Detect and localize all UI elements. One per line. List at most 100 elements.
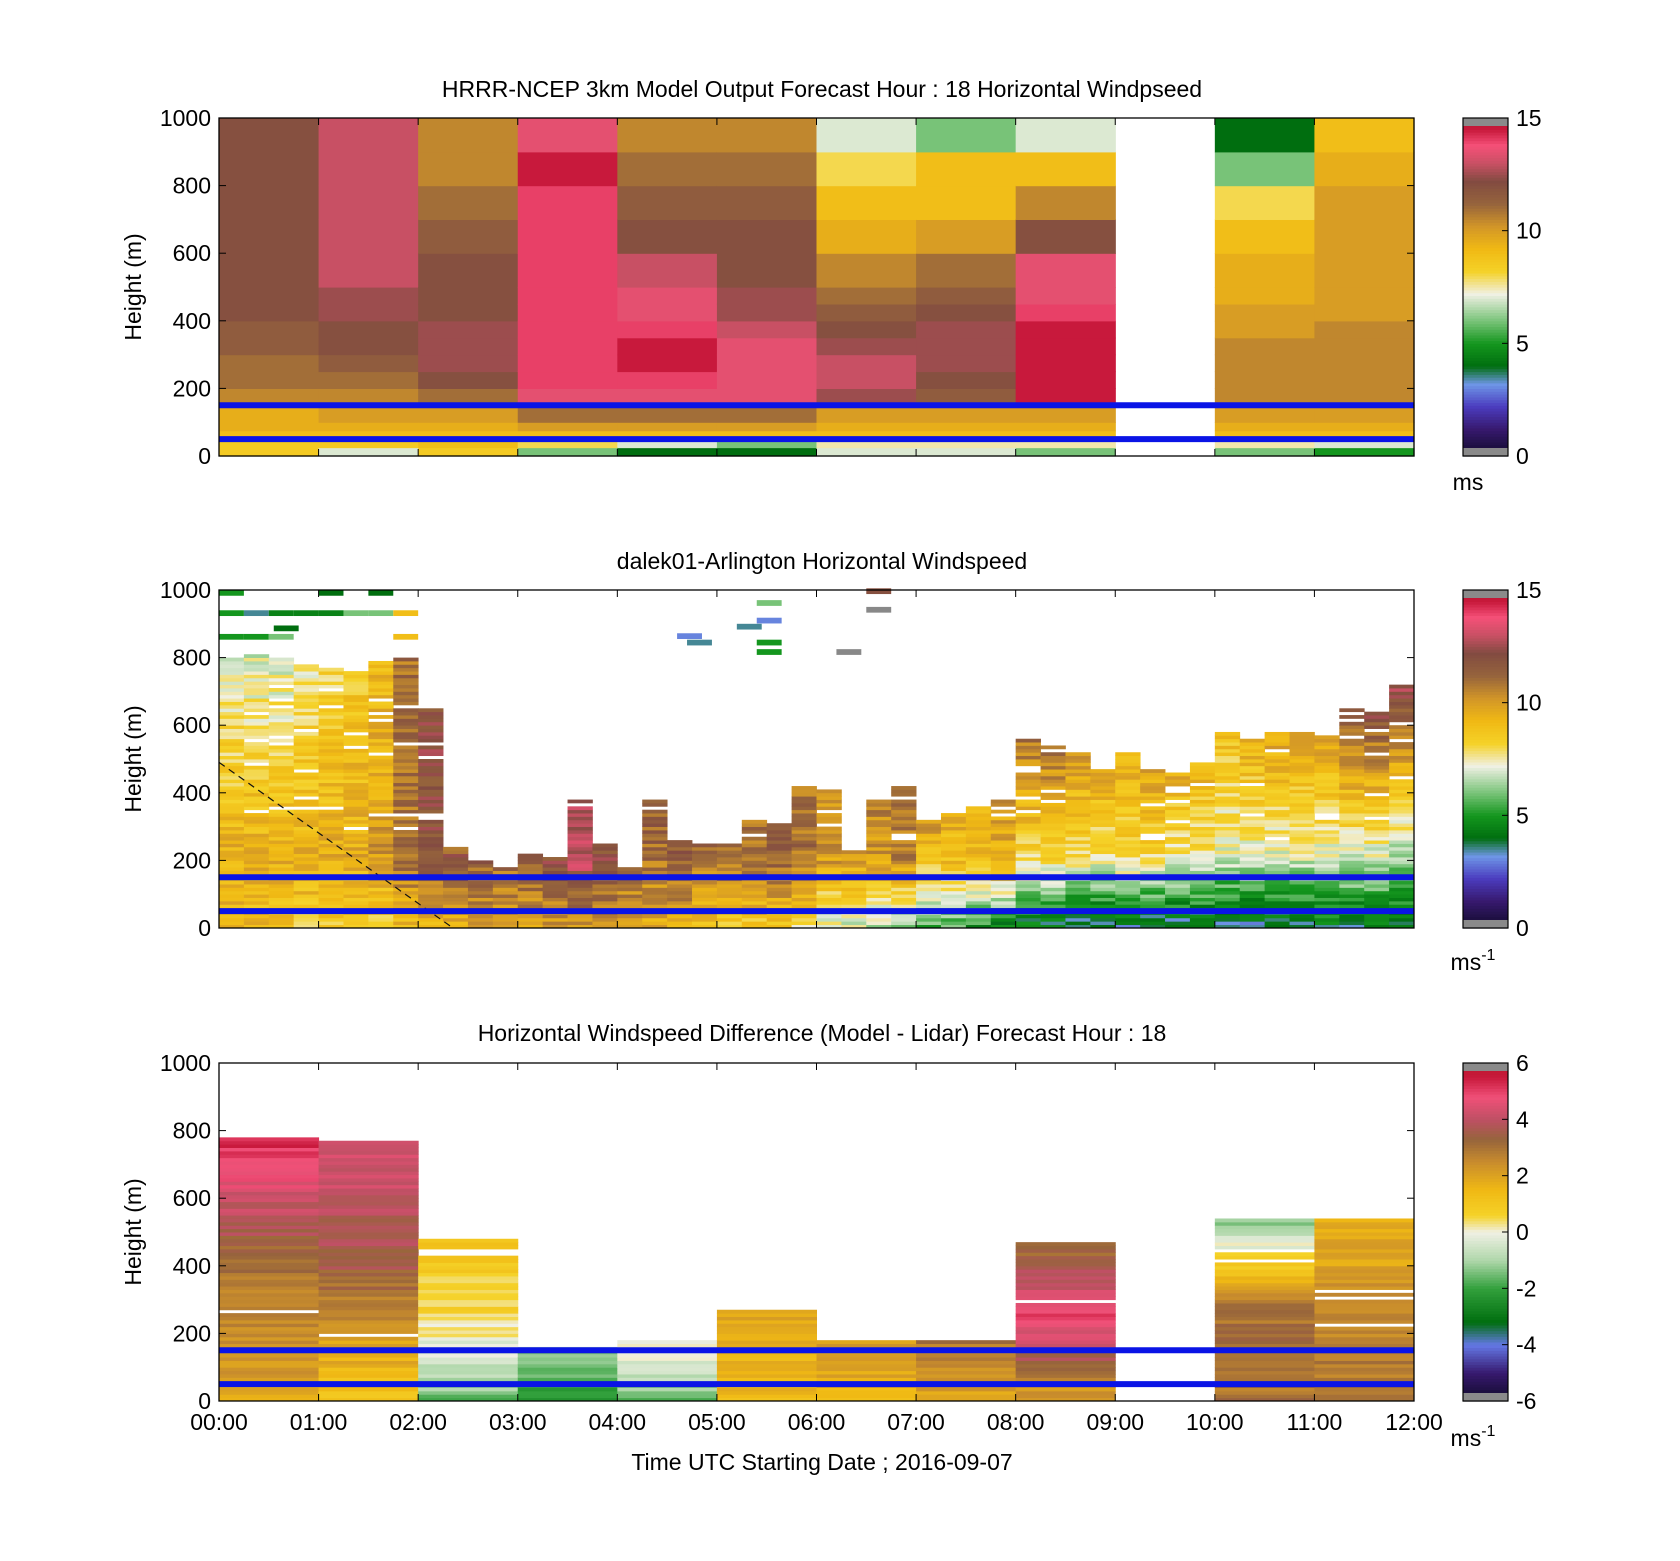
heatmap-cell (1015, 894, 1041, 898)
heatmap-cell (1165, 813, 1191, 817)
heatmap-cell (617, 253, 718, 288)
heatmap-cell (517, 219, 618, 254)
heatmap-cell (1115, 900, 1141, 905)
heatmap-cell (467, 887, 494, 892)
heatmap-cell (293, 857, 319, 861)
heatmap-cell (916, 880, 942, 885)
colorbar-swatch (1463, 340, 1508, 344)
heatmap-cell (443, 884, 469, 888)
heatmap-cell (1314, 1377, 1415, 1382)
heatmap-cell (343, 904, 369, 909)
heatmap-cell (1214, 1309, 1315, 1314)
heatmap-cell (368, 691, 394, 696)
colorbar-swatch (1463, 1215, 1508, 1219)
y-tick-label: 1000 (160, 1050, 211, 1076)
heatmap-cell (268, 715, 295, 719)
heatmap-cell (791, 914, 817, 919)
heatmap-cell (916, 887, 942, 892)
colorbar-swatch (1463, 1282, 1508, 1287)
heatmap-cell (219, 691, 245, 696)
y-tick-label: 400 (173, 1253, 211, 1279)
heatmap-cell (393, 755, 419, 760)
heatmap-cell (343, 769, 369, 773)
heatmap-cell (1065, 782, 1091, 787)
heatmap-cell (243, 745, 270, 750)
heatmap-cell (1015, 1340, 1116, 1345)
colorbar-swatch (1463, 682, 1508, 687)
heatmap-cell (1389, 765, 1415, 770)
colorbar-swatch (1463, 323, 1508, 328)
heatmap-cell (990, 816, 1017, 821)
colorbar-swatch (1463, 1271, 1508, 1275)
heatmap-cell (1040, 823, 1066, 827)
heatmap-cell (1065, 846, 1091, 851)
heatmap-cell (816, 320, 917, 339)
heatmap-cell (990, 809, 1017, 814)
heatmap-cell (418, 118, 519, 153)
heatmap-cell (1214, 823, 1241, 827)
heatmap-cell (642, 890, 668, 895)
heatmap-cell (816, 884, 842, 888)
heatmap-cell (1140, 779, 1166, 784)
colorbar-swatch (1463, 239, 1508, 243)
heatmap-cell (1264, 735, 1290, 740)
heatmap-cell (393, 860, 419, 865)
heatmap-cell (393, 657, 419, 662)
heatmap-cell (1140, 860, 1166, 865)
heatmap-cell (1289, 745, 1315, 750)
colorbar-swatch (1463, 250, 1508, 254)
heatmap-cell (1189, 772, 1216, 777)
heatmap-cell (791, 796, 817, 800)
colorbar-swatch (1463, 1079, 1508, 1084)
heatmap-cell (866, 840, 892, 844)
heatmap-cell (1090, 917, 1116, 922)
heatmap-cell (318, 752, 344, 757)
heatmap-cell (1339, 826, 1365, 831)
heatmap-cell (318, 850, 344, 855)
heatmap-cell (841, 880, 867, 885)
heatmap-cell (393, 701, 419, 706)
heatmap-cell (1314, 829, 1340, 834)
heatmap-cell (1364, 884, 1390, 888)
heatmap-cell (1214, 1373, 1315, 1378)
heatmap-cell (1115, 867, 1141, 871)
heatmap-cell (816, 430, 917, 440)
colorbar-swatch (1463, 182, 1508, 187)
heatmap-cell (642, 799, 668, 804)
heatmap-cell (1015, 775, 1041, 780)
heatmap-cell (642, 823, 668, 827)
heatmap-cell (1214, 1242, 1315, 1247)
heatmap-cell (866, 843, 892, 848)
heatmap-cell (916, 422, 1017, 432)
heatmap-cell (1214, 1299, 1315, 1304)
colorbar-swatch (1463, 635, 1508, 639)
heatmap-cell (219, 752, 245, 757)
heatmap-cell (965, 833, 992, 838)
heatmap-cell (841, 890, 867, 895)
heatmap-cell (517, 253, 618, 288)
colorbar-swatch (1463, 205, 1508, 209)
heatmap-cell (268, 701, 295, 706)
heatmap-cell (1239, 829, 1266, 834)
heatmap-cell (1115, 857, 1141, 861)
heatmap-cell (318, 320, 419, 339)
heatmap-cell (1289, 887, 1315, 892)
heatmap-cell (243, 718, 270, 723)
heatmap-cell (1314, 799, 1340, 804)
heatmap-cell (1015, 1363, 1116, 1368)
heatmap-cell (343, 863, 369, 868)
heatmap-cell (1065, 769, 1091, 773)
heatmap-cell (418, 728, 444, 733)
heatmap-cell (293, 671, 319, 675)
heatmap-cell (268, 836, 295, 841)
heatmap-cell (293, 884, 319, 888)
colorbar-tick-label: 5 (1516, 802, 1529, 828)
colorbar-swatch (1463, 351, 1508, 356)
heatmap-cell (1040, 884, 1066, 888)
heatmap-cell (219, 1184, 320, 1189)
heatmap-cell (467, 884, 494, 888)
heatmap-cell (219, 1171, 320, 1176)
heatmap-cell (791, 826, 817, 831)
heatmap-cell (1214, 748, 1241, 753)
colorbar-swatch (1463, 722, 1508, 726)
